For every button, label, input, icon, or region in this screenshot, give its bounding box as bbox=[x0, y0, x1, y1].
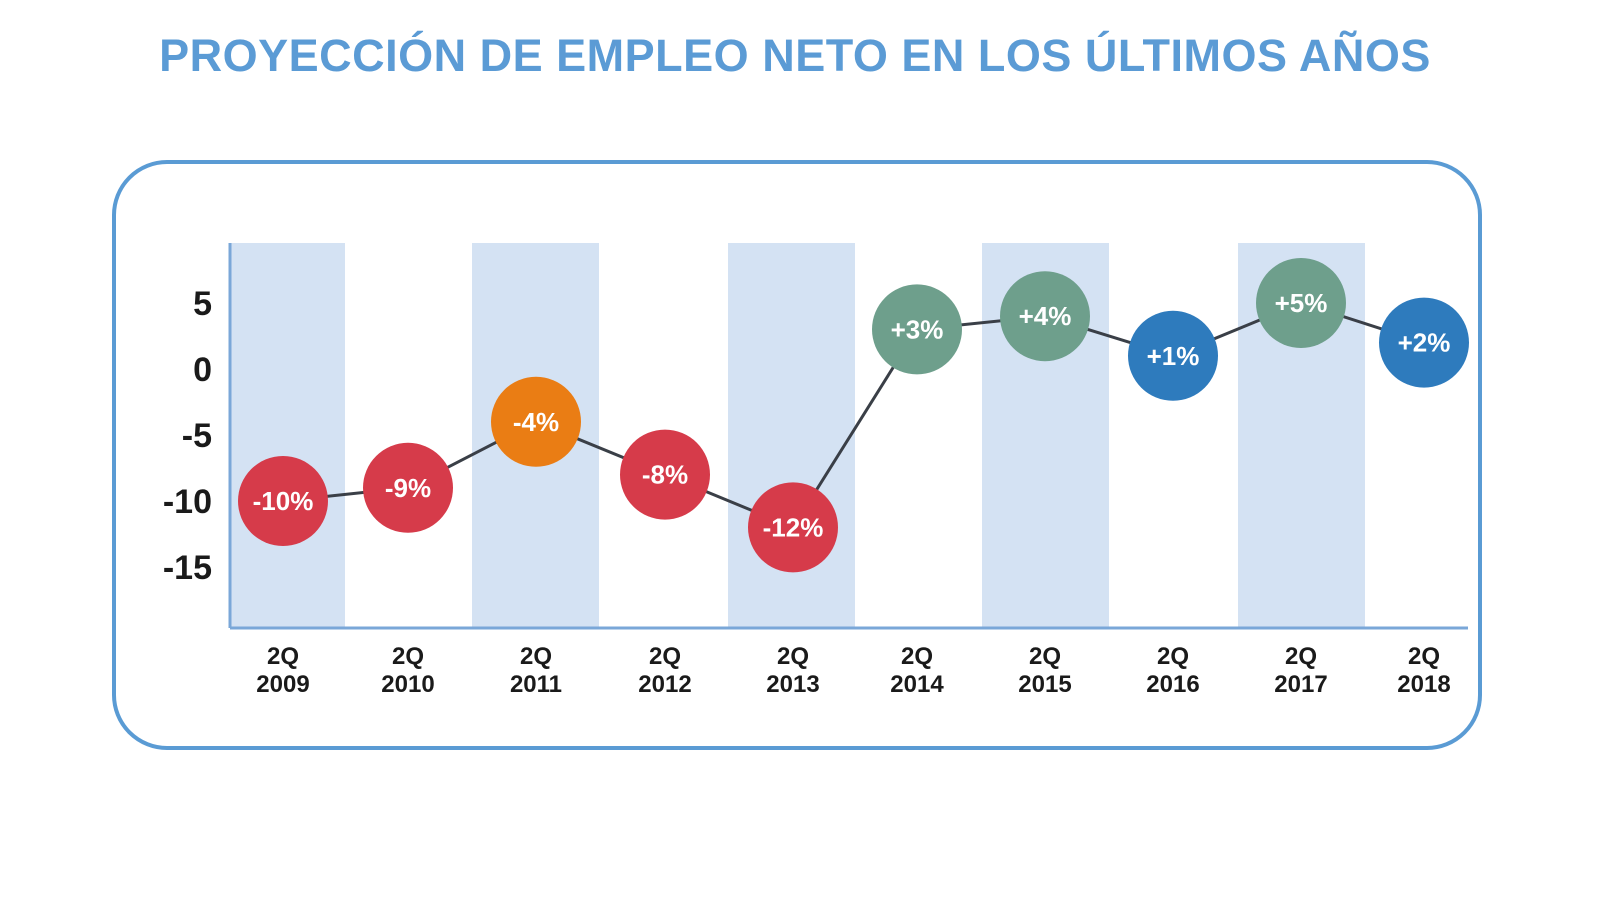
x-tick-year: 2018 bbox=[1397, 671, 1450, 698]
x-tick-label: 2Q 2010 bbox=[381, 643, 434, 698]
chart-title: PROYECCIÓN DE EMPLEO NETO EN LOS ÚLTIMOS… bbox=[159, 30, 1431, 81]
data-label: -4% bbox=[513, 407, 559, 437]
y-tick-label: -15 bbox=[163, 549, 212, 587]
x-tick-quarter: 2Q bbox=[901, 643, 933, 670]
data-label: +5% bbox=[1275, 288, 1328, 318]
data-label: +2% bbox=[1398, 328, 1451, 358]
data-point: -9% bbox=[363, 442, 453, 533]
x-tick-quarter: 2Q bbox=[267, 643, 299, 670]
x-tick-label: 2Q 2013 bbox=[766, 643, 819, 698]
y-tick-label: -5 bbox=[182, 417, 212, 455]
x-tick-year: 2015 bbox=[1018, 671, 1071, 698]
data-label: -12% bbox=[763, 512, 824, 542]
data-point-circle bbox=[1128, 310, 1218, 401]
x-tick-year: 2013 bbox=[766, 671, 819, 698]
x-tick-label: 2Q 2017 bbox=[1274, 643, 1327, 698]
data-point-circle bbox=[491, 376, 581, 467]
data-point: -10% bbox=[238, 456, 328, 546]
data-point: +2% bbox=[1379, 297, 1469, 388]
x-tick-year: 2011 bbox=[510, 671, 562, 698]
x-tick-quarter: 2Q bbox=[1029, 643, 1061, 670]
data-point: +1% bbox=[1128, 310, 1218, 401]
x-tick-quarter: 2Q bbox=[1285, 643, 1317, 670]
x-tick-year: 2014 bbox=[890, 671, 944, 698]
data-point: +4% bbox=[1000, 271, 1090, 362]
data-label: -10% bbox=[253, 486, 314, 516]
data-point-circle bbox=[748, 482, 838, 573]
x-tick-quarter: 2Q bbox=[392, 643, 424, 670]
data-point: -8% bbox=[620, 429, 710, 520]
x-tick-year: 2012 bbox=[638, 671, 691, 698]
axes bbox=[228, 243, 1468, 630]
x-tick-year: 2010 bbox=[381, 671, 434, 698]
x-tick-year: 2016 bbox=[1146, 671, 1199, 698]
data-point-circle bbox=[620, 429, 710, 520]
y-tick-label: 5 bbox=[193, 285, 212, 323]
y-tick-label: 0 bbox=[193, 351, 212, 389]
chart-frame bbox=[112, 160, 1482, 750]
x-tick-label: 2Q 2011 bbox=[510, 643, 562, 698]
data-point-circle bbox=[872, 284, 962, 375]
x-tick-quarter: 2Q bbox=[649, 643, 681, 670]
data-point-circle bbox=[1000, 271, 1090, 362]
x-tick-label: 2Q 2018 bbox=[1397, 643, 1450, 698]
x-tick-label: 2Q 2016 bbox=[1146, 643, 1199, 698]
data-label: +3% bbox=[891, 314, 944, 344]
y-axis-ticks: 5 0 -5 -10 -15 bbox=[163, 285, 212, 587]
data-label: -9% bbox=[385, 473, 431, 503]
data-point-circle bbox=[1256, 258, 1346, 348]
series-line bbox=[282, 301, 1425, 530]
data-point-circle bbox=[1379, 297, 1469, 388]
x-tick-label: 2Q 2015 bbox=[1018, 643, 1071, 698]
x-tick-quarter: 2Q bbox=[1408, 643, 1440, 670]
x-tick-quarter: 2Q bbox=[1157, 643, 1189, 670]
x-tick-quarter: 2Q bbox=[777, 643, 809, 670]
data-label: +4% bbox=[1019, 301, 1072, 331]
x-tick-year: 2009 bbox=[256, 671, 309, 698]
x-tick-quarter: 2Q bbox=[520, 643, 552, 670]
y-tick-label: -10 bbox=[163, 483, 212, 521]
data-point: -4% bbox=[491, 376, 581, 467]
data-label: -8% bbox=[642, 460, 688, 490]
data-point: -12% bbox=[748, 482, 838, 573]
data-label: +1% bbox=[1147, 341, 1200, 371]
x-tick-label: 2Q 2014 bbox=[890, 643, 944, 698]
shaded-band bbox=[230, 243, 345, 628]
data-point: +3% bbox=[872, 284, 962, 375]
x-tick-label: 2Q 2012 bbox=[638, 643, 691, 698]
data-point-circle bbox=[363, 442, 453, 533]
data-points: -10% -9% -4% -8% -12% +3% +4% +1% +5% +2% bbox=[238, 258, 1469, 573]
data-point-circle bbox=[238, 456, 328, 546]
x-tick-label: 2Q 2009 bbox=[256, 643, 309, 698]
series-line-group bbox=[282, 301, 1425, 530]
data-point: +5% bbox=[1256, 258, 1346, 348]
x-tick-year: 2017 bbox=[1274, 671, 1327, 698]
